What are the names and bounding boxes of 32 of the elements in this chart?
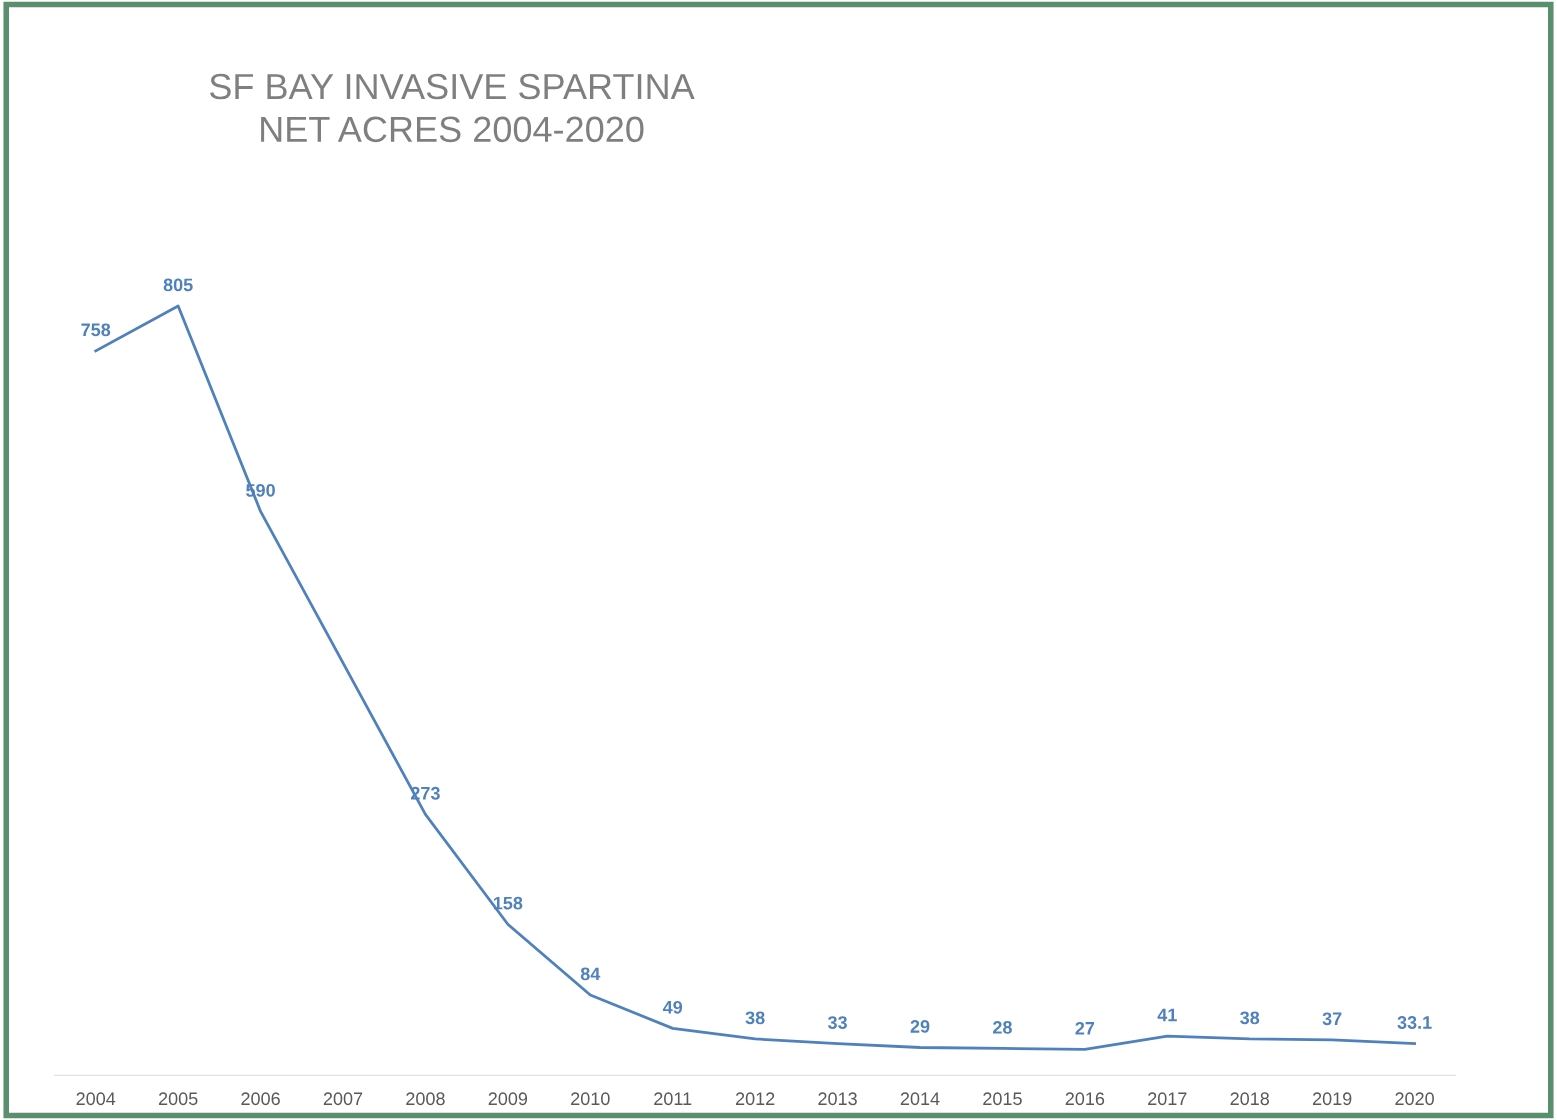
data-label: 84 xyxy=(580,967,601,981)
data-label: 805 xyxy=(163,278,193,292)
data-label: 27 xyxy=(1075,1021,1095,1035)
x-tick-label: 2011 xyxy=(654,1092,692,1106)
x-tick-label: 2015 xyxy=(983,1092,1022,1106)
data-label: 28 xyxy=(993,1020,1012,1034)
x-tick-label: 2019 xyxy=(1312,1092,1352,1106)
data-label: 38 xyxy=(745,1011,765,1025)
x-tick-label: 2004 xyxy=(76,1092,116,1106)
x-tick-label: 2009 xyxy=(488,1092,528,1106)
data-label: 41 xyxy=(1157,1008,1177,1022)
data-label: 33 xyxy=(827,1016,847,1030)
data-label: 49 xyxy=(662,1000,683,1014)
x-tick-label: 2008 xyxy=(406,1092,445,1106)
data-label: 37 xyxy=(1322,1012,1342,1026)
x-tick-label: 2013 xyxy=(818,1092,857,1106)
x-tick-label: 2018 xyxy=(1230,1092,1270,1106)
data-label: 29 xyxy=(910,1020,930,1033)
x-tick-label: 2016 xyxy=(1065,1092,1105,1106)
data-label: 158 xyxy=(493,896,523,910)
x-tick-label: 2014 xyxy=(900,1092,940,1106)
chart-title: SF BAY INVASIVE SPARTINA NET ACRES 2004-2020 xyxy=(209,73,695,143)
x-tick-label: 2012 xyxy=(735,1092,775,1106)
x-tick-label: 2010 xyxy=(571,1092,610,1106)
x-tick-label: 2006 xyxy=(241,1092,280,1106)
data-label: 758 xyxy=(81,323,111,337)
data-label: 38 xyxy=(1240,1011,1260,1025)
x-tick-label: 2005 xyxy=(158,1092,198,1106)
x-tick-label: 2007 xyxy=(323,1092,363,1106)
data-label: 33.1 xyxy=(1397,1016,1432,1029)
x-tick-label: 2017 xyxy=(1148,1092,1187,1106)
x-tick-label: 2020 xyxy=(1395,1092,1434,1106)
